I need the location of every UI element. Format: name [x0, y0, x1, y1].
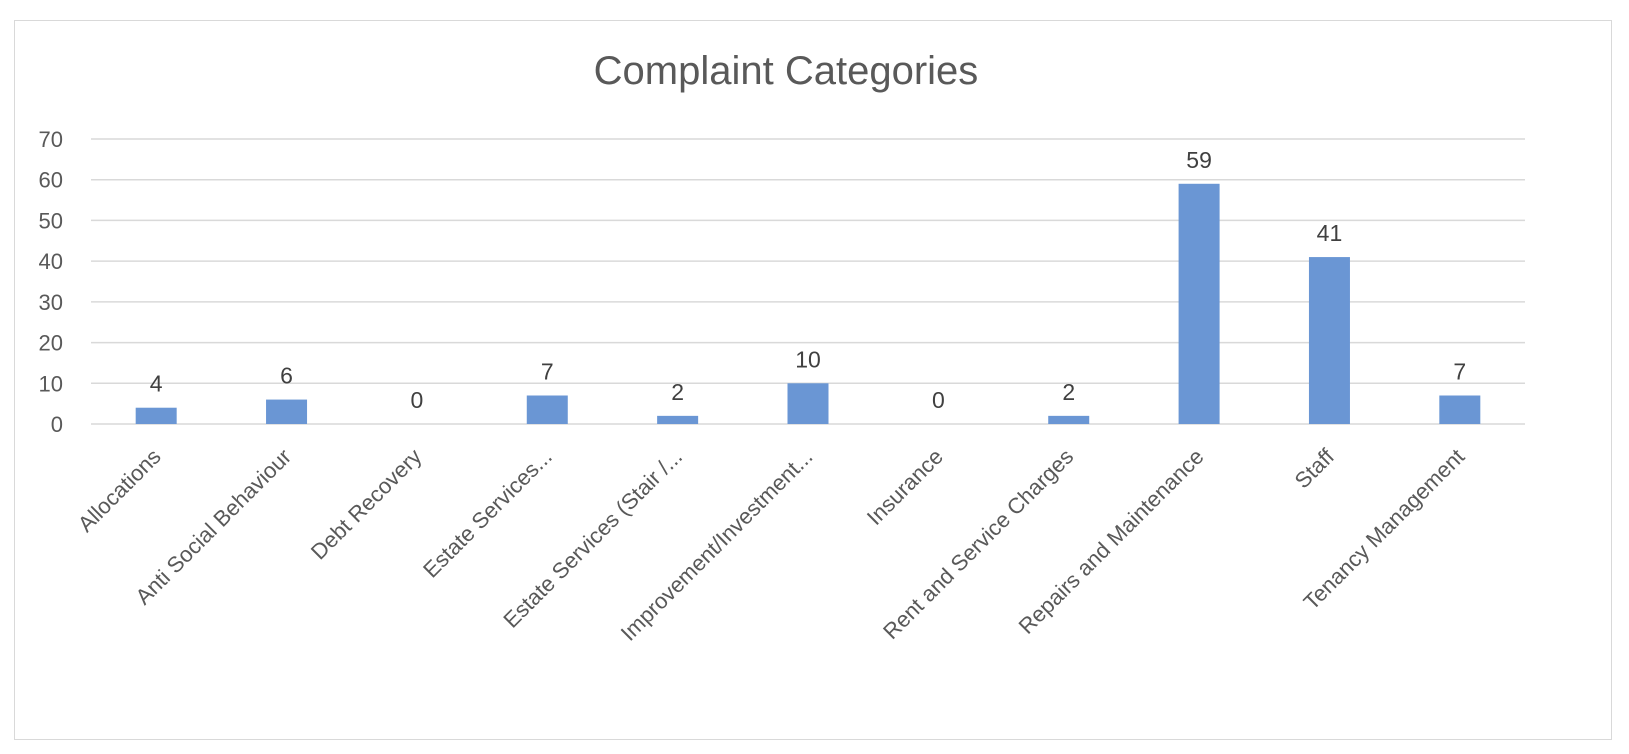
category-label: Estate Services...: [418, 444, 557, 583]
y-tick-label: 30: [39, 290, 63, 315]
bar: [657, 415, 699, 424]
data-label: 0: [932, 387, 945, 413]
data-label: 6: [280, 363, 293, 389]
chart-title: Complaint Categories: [594, 49, 979, 93]
y-tick-label: 50: [39, 208, 63, 233]
y-tick-label: 10: [39, 371, 63, 396]
grid-lines: [91, 138, 1525, 425]
bar: [1439, 395, 1481, 424]
bar: [1048, 415, 1090, 424]
bar: [135, 407, 177, 424]
category-label: Debt Recovery: [306, 444, 427, 565]
y-tick-label: 20: [39, 331, 63, 356]
data-label: 41: [1317, 220, 1343, 246]
category-label: Allocations: [73, 444, 166, 537]
data-label: 10: [795, 346, 821, 372]
bar: [526, 395, 568, 424]
bar: [266, 399, 308, 424]
data-labels: 4 6 0 7 2 10 0 2 59 41 7: [150, 147, 1466, 413]
data-label: 7: [1453, 359, 1466, 385]
y-tick-label: 60: [39, 168, 63, 193]
data-label: 2: [671, 379, 684, 405]
y-tick-label: 70: [39, 127, 63, 152]
data-label: 7: [541, 359, 554, 385]
data-label: 4: [150, 371, 163, 397]
y-tick-label: 0: [51, 412, 63, 437]
bar: [1308, 257, 1350, 424]
bar: [787, 383, 829, 424]
category-label: Staff: [1290, 443, 1340, 493]
category-label: Insurance: [862, 444, 948, 530]
data-label: 59: [1186, 147, 1212, 173]
y-tick-label: 40: [39, 249, 63, 274]
data-label: 0: [411, 387, 424, 413]
bars: [135, 183, 1481, 424]
data-label: 2: [1062, 379, 1075, 405]
y-axis-ticks: 0 10 20 30 40 50 60 70: [39, 127, 63, 437]
bar: [1178, 183, 1220, 424]
